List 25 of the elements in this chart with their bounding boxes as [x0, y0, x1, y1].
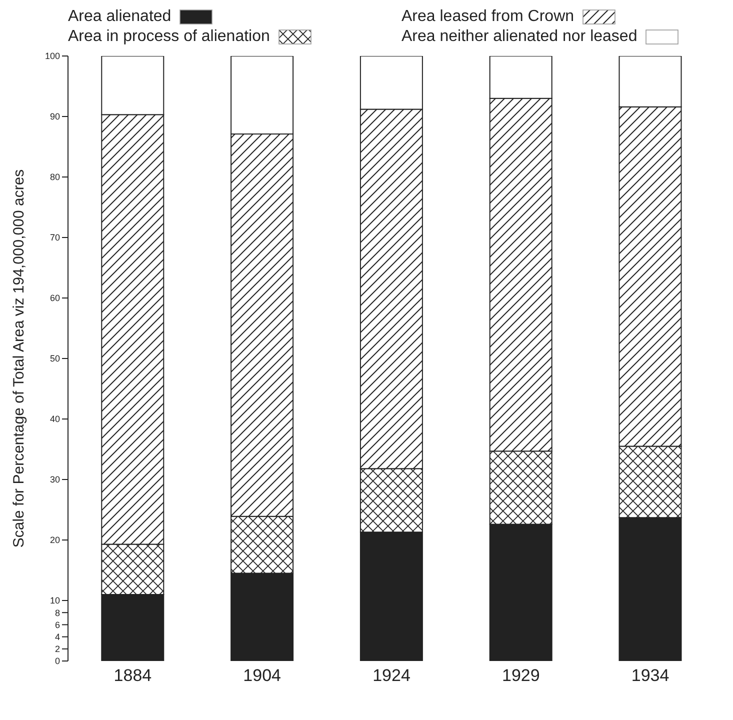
- legend-label: Area leased from Crown: [402, 8, 574, 26]
- legend-label: Area in process of alienation: [68, 28, 270, 46]
- y-tick-label: 4: [54, 632, 60, 642]
- y-tick-label: 40: [50, 414, 60, 424]
- y-axis-title: Scale for Percentage of Total Area viz 194,000,000 acres: [10, 169, 28, 548]
- y-tick-label: 50: [50, 354, 60, 364]
- x-tick-label: 1924: [372, 666, 410, 686]
- y-tick-label: 100: [44, 51, 60, 62]
- x-tick-label: 1904: [243, 666, 282, 686]
- y-tick-label: 80: [50, 172, 60, 182]
- series-label: Area neither alienated nor leased: [402, 28, 638, 46]
- y-tick-label: 6: [54, 620, 60, 630]
- y-tick-label: 90: [50, 112, 60, 122]
- y-tick-label: 0: [54, 656, 60, 666]
- y-tick-label: 30: [50, 474, 60, 485]
- y-tick-label: 60: [50, 293, 60, 304]
- y-tick-label: 70: [50, 232, 60, 243]
- x-tick-label: 1884: [114, 666, 152, 686]
- y-tick-label: 2: [54, 644, 60, 654]
- y-tick-label: 20: [50, 535, 60, 546]
- x-tick-label: 1929: [502, 666, 540, 686]
- y-tick-label: 10: [50, 596, 60, 606]
- y-tick-label: 8: [54, 608, 60, 618]
- x-tick-label: 1934: [631, 666, 670, 686]
- legend-label: Area alienated: [68, 8, 172, 26]
